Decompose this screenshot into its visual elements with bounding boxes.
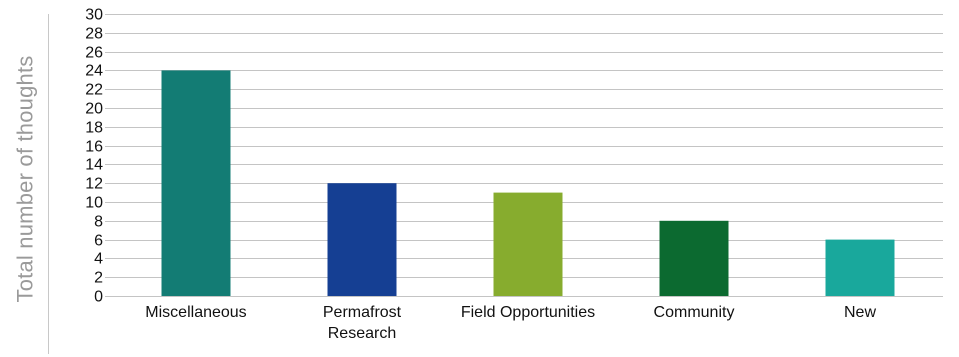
- y-tick-label: 28: [85, 26, 103, 43]
- x-tick-label: Community: [654, 304, 735, 321]
- bar: [493, 192, 563, 296]
- y-tick-label: 2: [94, 270, 103, 287]
- y-tick-label: 12: [85, 176, 103, 193]
- y-tick-label: 14: [85, 157, 103, 174]
- x-tick-label: New: [844, 304, 876, 321]
- y-tick-label: 20: [85, 101, 103, 118]
- x-tick-labels: Miscellaneous Permafrost Research Field Opp…: [145, 304, 876, 342]
- y-tick-label: 10: [85, 195, 103, 212]
- bar: [161, 70, 231, 297]
- y-tick-label: 8: [94, 214, 103, 231]
- y-tick-label: 6: [94, 233, 103, 250]
- gridlines: [105, 14, 943, 297]
- y-tick-label: 30: [85, 7, 103, 24]
- y-tick-label: 4: [94, 251, 103, 268]
- y-tick-label: 22: [85, 82, 103, 99]
- x-tick-label: Research: [328, 325, 396, 342]
- x-tick-label: Miscellaneous: [145, 304, 246, 321]
- y-tick-label: 24: [85, 63, 103, 80]
- bar: [659, 220, 729, 296]
- y-tick-label: 26: [85, 45, 103, 62]
- y-tick-label: 18: [85, 120, 103, 137]
- bars: [161, 70, 895, 297]
- bar: [825, 239, 895, 296]
- y-axis-title-divider: [48, 14, 49, 354]
- x-tick-label: Permafrost: [323, 304, 402, 321]
- x-tick-label: Field Opportunities: [461, 304, 595, 321]
- bar: [327, 183, 397, 296]
- y-tick-label: 0: [94, 289, 103, 306]
- y-tick-label: 16: [85, 139, 103, 156]
